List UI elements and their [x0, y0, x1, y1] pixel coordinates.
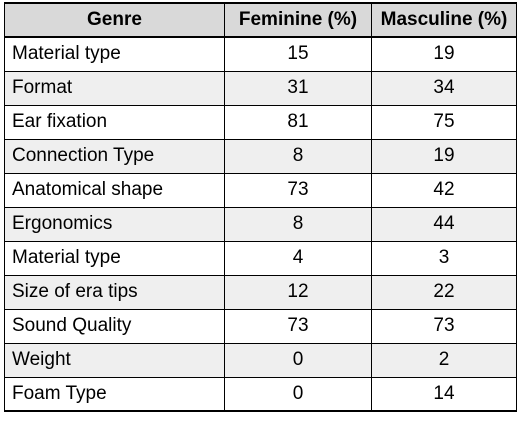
table-header: Genre Feminine (%) Masculine (%): [4, 2, 517, 38]
masculine-value: 19: [371, 36, 517, 72]
header-feminine: Feminine (%): [224, 2, 372, 38]
row-label: Ergonomics: [4, 206, 225, 242]
row-label: Connection Type: [4, 138, 225, 174]
masculine-value: 22: [371, 274, 517, 310]
data-table: Genre Feminine (%) Masculine (%) Materia…: [4, 2, 517, 412]
masculine-value: 19: [371, 138, 517, 174]
header-row: Genre Feminine (%) Masculine (%): [4, 2, 517, 38]
table-row: Material type 15 19: [4, 36, 517, 72]
feminine-value: 8: [224, 138, 372, 174]
row-label: Material type: [4, 240, 225, 276]
masculine-value: 44: [371, 206, 517, 242]
table-body: Material type 15 19 Format 31 34 Ear fixation 8…: [4, 36, 517, 412]
table-row: Foam Type 0 14: [4, 376, 517, 412]
masculine-value: 75: [371, 104, 517, 140]
masculine-value: 14: [371, 376, 517, 412]
row-label: Size of era tips: [4, 274, 225, 310]
feminine-value: 0: [224, 376, 372, 412]
row-label: Foam Type: [4, 376, 225, 412]
row-label: Format: [4, 70, 225, 106]
feminine-value: 31: [224, 70, 372, 106]
table-row: Ear fixation 81 75: [4, 104, 517, 140]
masculine-value: 3: [371, 240, 517, 276]
header-masculine: Masculine (%): [371, 2, 517, 38]
masculine-value: 42: [371, 172, 517, 208]
table-row: Anatomical shape 73 42: [4, 172, 517, 208]
feminine-value: 4: [224, 240, 372, 276]
feminine-value: 8: [224, 206, 372, 242]
feminine-value: 73: [224, 308, 372, 344]
table-row: Connection Type 8 19: [4, 138, 517, 174]
row-label: Weight: [4, 342, 225, 378]
feminine-value: 15: [224, 36, 372, 72]
feminine-value: 0: [224, 342, 372, 378]
masculine-value: 34: [371, 70, 517, 106]
table-row: Ergonomics 8 44: [4, 206, 517, 242]
table-row: Format 31 34: [4, 70, 517, 106]
table-row: Sound Quality 73 73: [4, 308, 517, 344]
table-row: Size of era tips 12 22: [4, 274, 517, 310]
table-row: Material type 4 3: [4, 240, 517, 276]
table-row: Weight 0 2: [4, 342, 517, 378]
masculine-value: 2: [371, 342, 517, 378]
row-label: Sound Quality: [4, 308, 225, 344]
feminine-value: 12: [224, 274, 372, 310]
masculine-value: 73: [371, 308, 517, 344]
row-label: Anatomical shape: [4, 172, 225, 208]
row-label: Material type: [4, 36, 225, 72]
feminine-value: 73: [224, 172, 372, 208]
row-label: Ear fixation: [4, 104, 225, 140]
header-genre: Genre: [4, 2, 225, 38]
feminine-value: 81: [224, 104, 372, 140]
